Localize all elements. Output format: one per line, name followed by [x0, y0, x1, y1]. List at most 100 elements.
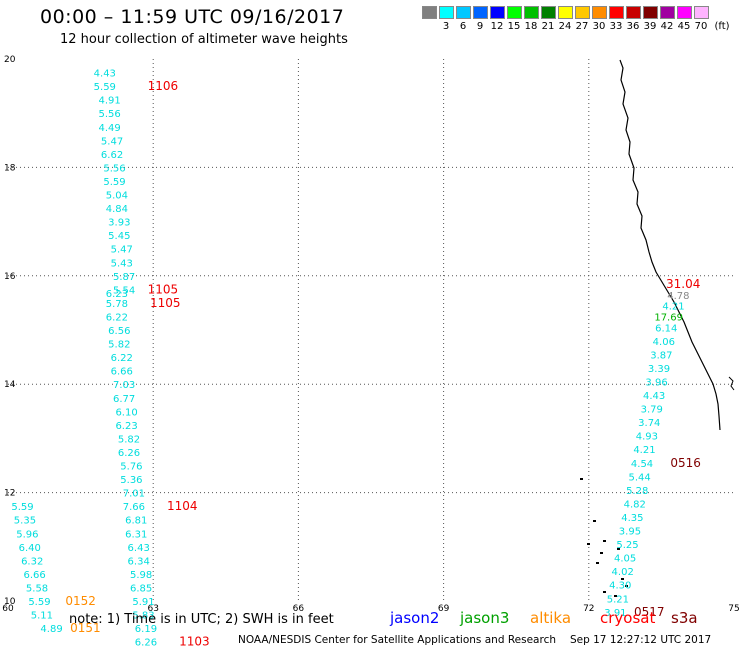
data-label: 6.19 [135, 624, 157, 635]
data-label: 3.95 [619, 527, 641, 538]
legend-label: 45 [677, 21, 691, 32]
y-tick-label: 18 [4, 163, 16, 173]
data-label: 5.35 [14, 516, 36, 527]
data-label: 6.81 [125, 516, 147, 527]
data-label: 5.98 [130, 570, 152, 581]
data-label: 6.77 [113, 394, 135, 405]
legend-label: 3 [442, 21, 450, 32]
footer-note: note: 1) Time is in UTC; 2) SWH is in fe… [69, 612, 334, 627]
data-label: 6.32 [21, 556, 43, 567]
data-label: 5.28 [626, 486, 648, 497]
x-tick-label: 72 [583, 604, 594, 614]
data-label: 5.83 [132, 611, 154, 622]
data-label: 5.47 [111, 245, 133, 256]
data-label: 7.66 [123, 502, 145, 513]
legend-swatch [524, 6, 539, 19]
legend-label: 36 [626, 21, 640, 32]
x-tick-label: 75 [728, 604, 739, 614]
island-mark [614, 595, 617, 597]
satellite-label-altika: altika [530, 609, 572, 627]
data-label: 1106 [148, 79, 179, 93]
data-label: 4.43 [94, 69, 116, 80]
legend-label: 30 [592, 21, 606, 32]
legend-swatch [558, 6, 573, 19]
data-label: 31.04 [666, 277, 700, 291]
data-label: 4.06 [653, 337, 675, 348]
data-label: 3.74 [638, 418, 660, 429]
data-label: 4.05 [614, 554, 636, 565]
data-label: 6.66 [23, 570, 45, 581]
y-tick-label: 16 [4, 272, 16, 282]
island-mark [596, 562, 599, 564]
data-label: 6.14 [655, 323, 677, 334]
island-mark [600, 552, 603, 554]
x-tick-label: 63 [147, 604, 158, 614]
data-label: 5.91 [132, 597, 154, 608]
legend-label: 21 [541, 21, 555, 32]
coastline [619, 59, 721, 431]
data-label: 4.21 [662, 302, 684, 313]
data-label: 7.01 [123, 489, 145, 500]
data-label: 6.31 [125, 529, 147, 540]
y-tick-label: 14 [4, 380, 16, 390]
island-mark [625, 585, 628, 587]
data-label: 5.58 [26, 583, 48, 594]
legend-swatch [609, 6, 624, 19]
legend-label: 9 [476, 21, 484, 32]
island-mark [580, 478, 583, 480]
satellite-label-jason2: jason2 [390, 609, 440, 627]
data-label: 5.43 [111, 258, 133, 269]
data-label: 5.56 [99, 109, 121, 120]
credit-line: NOAA/NESDIS Center for Satellite Applica… [238, 634, 711, 646]
data-label: 5.78 [106, 299, 128, 310]
y-tick-label: 12 [4, 489, 15, 499]
data-label: 6.66 [111, 367, 133, 378]
legend-swatch [643, 6, 658, 19]
data-label: 0152 [65, 594, 96, 608]
data-label: 5.56 [103, 163, 125, 174]
data-label: 6.23 [115, 421, 137, 432]
data-label: 5.59 [11, 502, 33, 513]
data-label: 0516 [670, 456, 701, 470]
legend-swatch [541, 6, 556, 19]
satellite-label-jason3: jason3 [460, 609, 510, 627]
data-label: 0517 [634, 605, 665, 619]
data-label: 5.47 [101, 136, 123, 147]
data-label: 5.21 [607, 594, 629, 605]
page-subtitle: 12 hour collection of altimeter wave hei… [60, 32, 348, 47]
data-label: 6.34 [128, 556, 150, 567]
data-label: 1105 [150, 296, 181, 310]
island-mark [603, 540, 606, 542]
legend-label: 42 [660, 21, 674, 32]
data-label: 1103 [179, 635, 210, 649]
legend-swatch [660, 6, 675, 19]
data-label: 5.87 [113, 272, 135, 283]
page-title: 00:00 – 11:59 UTC 09/16/2017 [40, 6, 345, 28]
coastline-fragment [728, 376, 735, 391]
legend-label: 70 [694, 21, 708, 32]
legend-swatch [439, 6, 454, 19]
island-mark [587, 543, 590, 545]
data-label: 4.35 [621, 513, 643, 524]
data-label: 6.22 [111, 353, 133, 364]
data-label: 6.10 [115, 407, 137, 418]
data-label: 4.30 [609, 581, 631, 592]
x-tick-label: 60 [2, 604, 14, 614]
legend-swatch [694, 6, 709, 19]
data-label: 5.54 [113, 285, 135, 296]
data-label: 6.23 [106, 289, 128, 300]
data-label: 1104 [167, 499, 198, 513]
legend-swatch [575, 6, 590, 19]
legend-swatch [626, 6, 641, 19]
x-tick-label: 69 [438, 604, 450, 614]
data-label: 6.26 [118, 448, 140, 459]
island-mark [603, 591, 606, 593]
x-tick-label: 66 [293, 604, 305, 614]
legend-label: 39 [643, 21, 657, 32]
data-label: 6.26 [135, 638, 157, 649]
data-label: 3.96 [645, 377, 667, 388]
data-label: 5.59 [94, 82, 116, 93]
credit-text: NOAA/NESDIS Center for Satellite Applica… [238, 634, 556, 646]
data-label: 4.21 [633, 445, 655, 456]
